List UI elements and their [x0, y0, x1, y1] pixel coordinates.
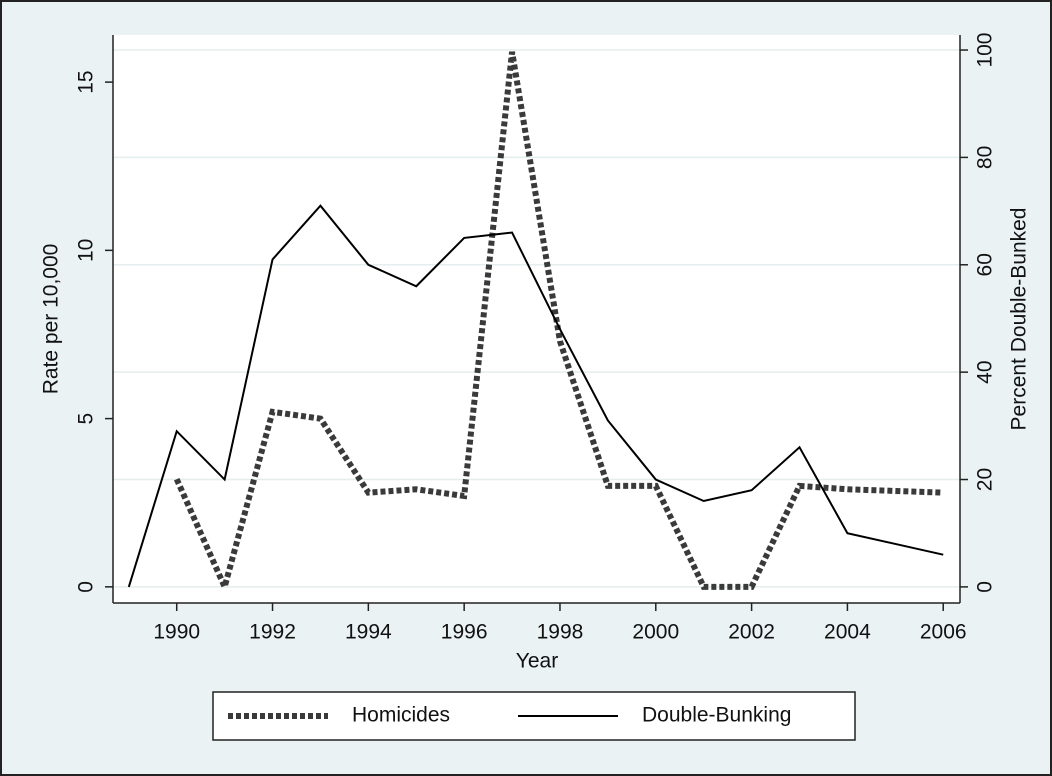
legend-label: Double-Bunking: [642, 704, 791, 727]
x-tick-label: 2000: [632, 621, 679, 644]
y2-tick-label: 0: [974, 581, 997, 593]
x-tick-label: 2006: [920, 621, 967, 644]
x-tick-label: 2004: [824, 621, 871, 644]
x-tick-label: 2002: [728, 621, 775, 644]
x-tick-label: 1998: [537, 621, 584, 644]
x-tick-label: 1992: [249, 621, 296, 644]
x-axis-title: Year: [516, 650, 558, 673]
y2-axis-title: Percent Double-Bunked: [1008, 208, 1031, 431]
legend-label: Homicides: [352, 704, 450, 727]
series-line: [127, 204, 944, 588]
y-tick-label: 10: [75, 239, 98, 262]
series-line: [173, 51, 944, 596]
y-axis-title: Rate per 10,000: [40, 244, 63, 395]
y-tick-label: 0: [75, 581, 98, 593]
x-tick-label: 1990: [153, 621, 200, 644]
y-tick-label: 15: [75, 70, 98, 93]
plot-area: [113, 35, 960, 603]
y2-tick-label: 20: [974, 468, 997, 491]
y2-tick-label: 60: [974, 253, 997, 276]
x-tick-label: 1994: [345, 621, 392, 644]
y2-tick-label: 100: [974, 33, 997, 68]
y-tick-label: 5: [75, 413, 98, 425]
y2-tick-label: 40: [974, 360, 997, 383]
y2-tick-label: 80: [974, 146, 997, 169]
x-tick-label: 1996: [441, 621, 488, 644]
